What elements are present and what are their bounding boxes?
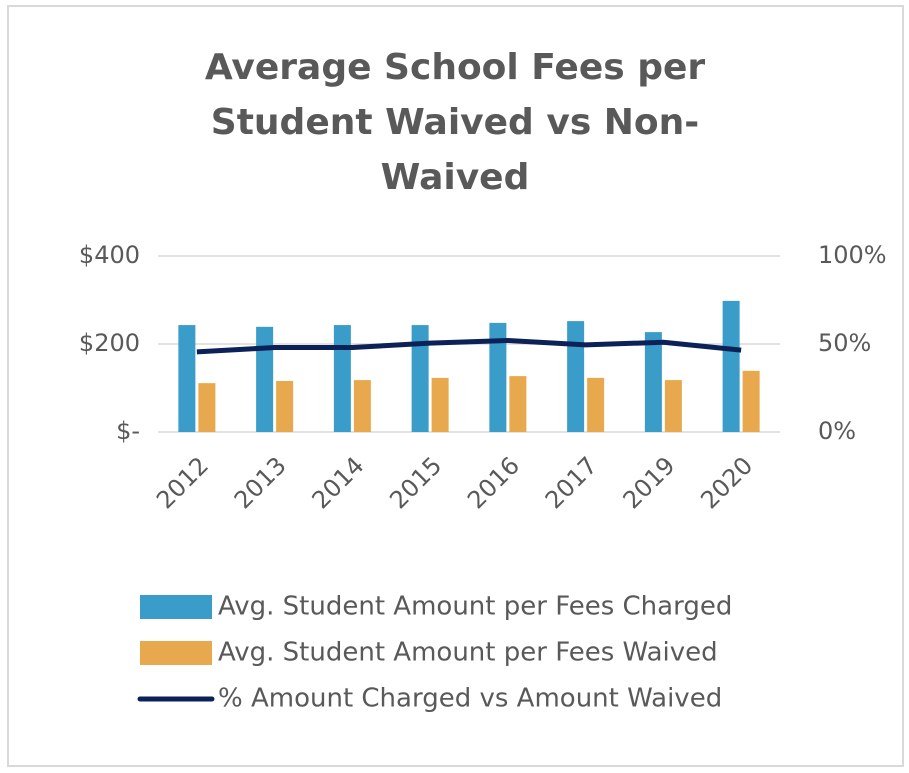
x-tick-label: 2019	[618, 451, 681, 514]
y2-tick-label: 50%	[818, 329, 871, 357]
y2-tick-label: 100%	[818, 241, 887, 269]
x-tick-label: 2015	[384, 451, 447, 514]
legend-swatch	[140, 641, 212, 665]
legend-label: Avg. Student Amount per Fees Charged	[218, 592, 732, 622]
bar	[567, 321, 585, 432]
x-tick-label: 2017	[540, 451, 603, 514]
y-tick-label: $200	[79, 329, 140, 357]
bar	[333, 325, 351, 432]
bar	[198, 383, 216, 432]
bar	[431, 377, 449, 432]
y-tick-label: $-	[116, 417, 140, 445]
x-tick-label: 2020	[695, 451, 758, 514]
bar	[178, 325, 196, 432]
bar	[722, 300, 740, 432]
chart-title: Average School Fees per Student Waived v…	[204, 47, 706, 198]
y-tick-label: $400	[79, 241, 140, 269]
bar	[644, 332, 662, 432]
chart-border	[7, 5, 904, 767]
bar	[489, 322, 507, 432]
bar	[256, 326, 274, 432]
bar	[353, 380, 371, 432]
line-series	[196, 337, 742, 355]
bar	[664, 380, 682, 432]
bar	[509, 376, 527, 432]
x-tick-label: 2016	[462, 451, 525, 514]
legend-label: Avg. Student Amount per Fees Waived	[218, 638, 718, 668]
bar	[742, 370, 760, 432]
legend-label: % Amount Charged vs Amount Waived	[218, 684, 722, 714]
y2-tick-label: 0%	[818, 417, 856, 445]
bar	[276, 380, 294, 432]
legend-swatch	[140, 595, 212, 619]
x-tick-label: 2012	[151, 451, 214, 514]
bar	[587, 377, 605, 432]
x-tick-label: 2013	[229, 451, 292, 514]
bar	[411, 325, 429, 432]
x-tick-label: 2014	[307, 451, 370, 514]
